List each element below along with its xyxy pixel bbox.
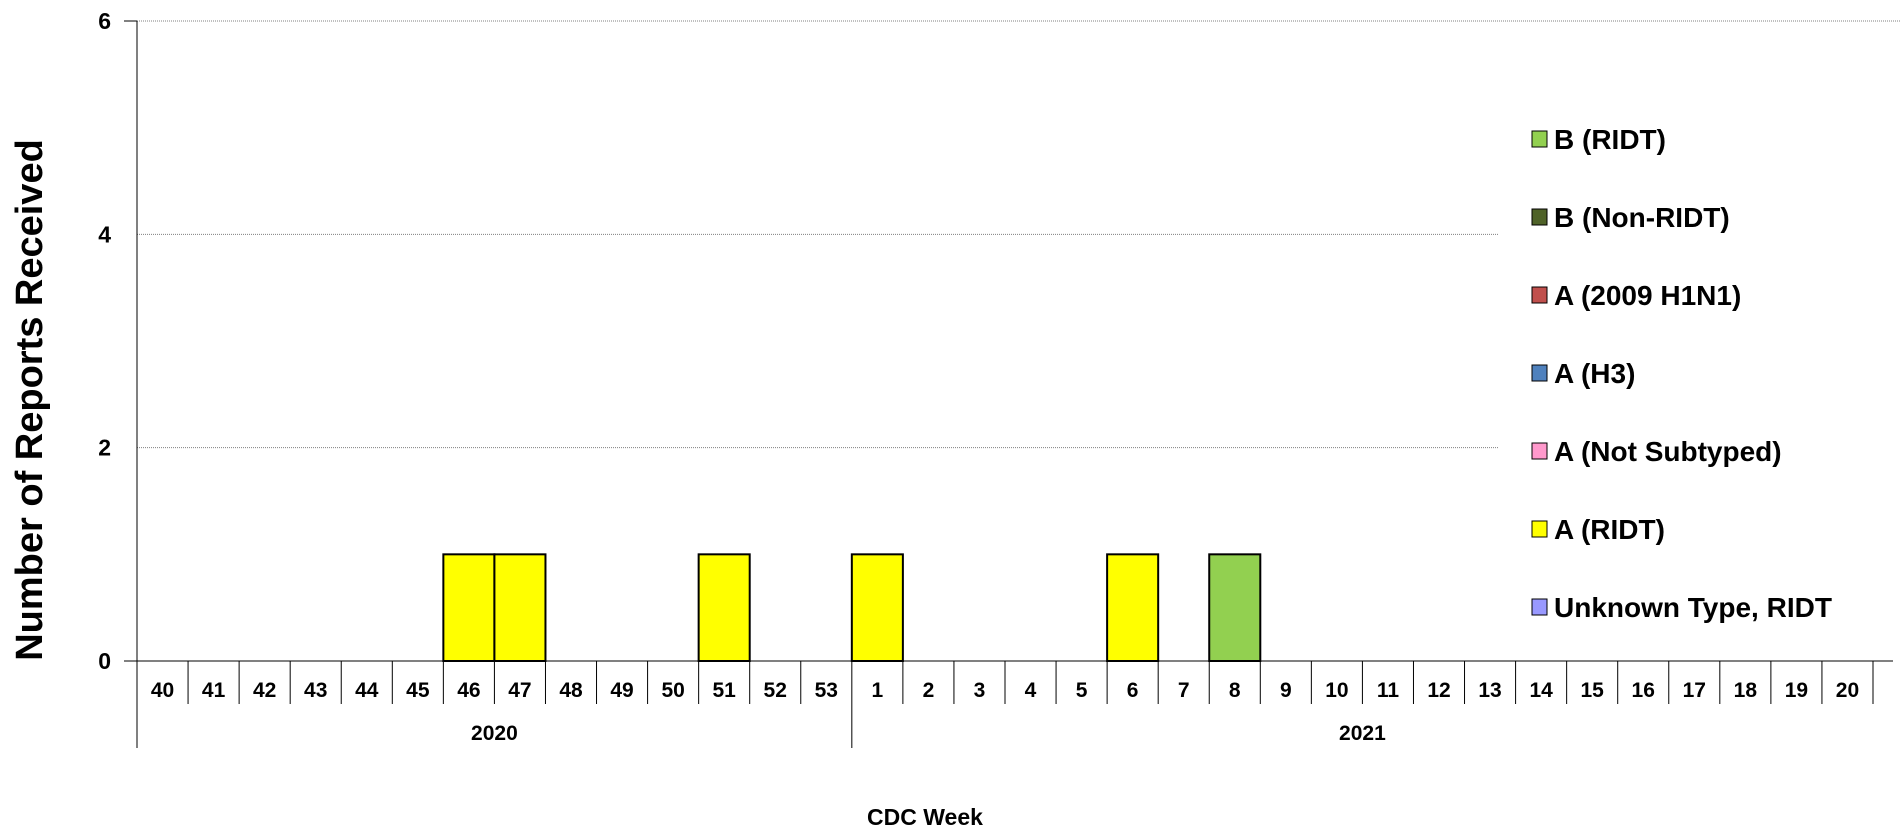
x-tick-label: 52 [764, 679, 787, 702]
legend-item: A (Not Subtyped) [1531, 436, 1782, 467]
x-tick-label: 5 [1076, 679, 1088, 702]
x-year-group-label: 2020 [471, 722, 518, 745]
x-tick-label: 53 [815, 679, 838, 702]
bar-a-ridt [850, 553, 904, 662]
x-tick-label: 9 [1280, 679, 1292, 702]
legend-item: A (2009 H1N1) [1531, 280, 1741, 311]
x-tick-label: 48 [559, 679, 583, 702]
legend-item: A (H3) [1531, 358, 1635, 389]
bar-a-ridt [493, 553, 547, 662]
legend-swatch [1531, 364, 1548, 382]
legend-label: A (2009 H1N1) [1554, 280, 1741, 311]
x-tick-label: 20 [1836, 679, 1859, 702]
legend-swatch [1531, 442, 1548, 460]
x-tick-label: 11 [1377, 679, 1400, 702]
bar-a-ridt [1106, 553, 1160, 662]
x-tick-label: 4 [1025, 679, 1037, 702]
bar-b-ridt [1208, 553, 1262, 662]
x-tick-label: 17 [1683, 679, 1706, 702]
legend-item: B (RIDT) [1531, 124, 1666, 155]
x-tick-label: 1 [872, 679, 884, 702]
legend-label: A (Not Subtyped) [1554, 436, 1782, 467]
legend-swatch [1531, 520, 1548, 538]
y-axis-title: Number of Reports Received [9, 139, 51, 661]
gridlines [137, 20, 1901, 449]
x-tick-label: 41 [202, 679, 226, 702]
x-tick-label: 7 [1178, 679, 1190, 702]
legend-label: B (RIDT) [1554, 124, 1666, 155]
x-tick-label: 3 [974, 679, 986, 702]
legend-label: A (RIDT) [1554, 514, 1665, 545]
legend-item: Unknown Type, RIDT [1531, 592, 1832, 623]
y-tick-label: 0 [98, 648, 111, 674]
bar-a-ridt [697, 553, 751, 662]
legend-label: A (H3) [1554, 358, 1635, 389]
y-tick-label: 2 [98, 435, 111, 461]
x-tick-label: 2 [923, 679, 935, 702]
x-tick-label: 46 [457, 679, 480, 702]
legend-label: Unknown Type, RIDT [1554, 592, 1832, 623]
legend-swatch [1531, 208, 1548, 226]
legend-swatch [1531, 598, 1548, 616]
x-tick-label: 14 [1529, 679, 1553, 702]
legend: B (RIDT) B (Non-RIDT) A (2009 H1N1) A (H3) A… [1531, 124, 1832, 623]
x-tick-label: 42 [253, 679, 276, 702]
x-tick-label: 44 [355, 679, 379, 702]
y-tick-label: 6 [98, 8, 111, 34]
x-tick-label: 45 [406, 679, 430, 702]
legend-swatch [1531, 130, 1548, 148]
bar-a-ridt [442, 553, 496, 662]
x-tick-label: 13 [1478, 679, 1501, 702]
x-tick-label: 16 [1632, 679, 1655, 702]
legend-item: B (Non-RIDT) [1531, 202, 1730, 233]
bars [442, 553, 1262, 662]
x-tick-label: 51 [712, 679, 736, 702]
x-tick-label: 10 [1325, 679, 1348, 702]
x-tick-label: 43 [304, 679, 327, 702]
x-tick-label: 6 [1127, 679, 1139, 702]
x-year-group-label: 2021 [1339, 722, 1386, 745]
x-axis-title: CDC Week [867, 804, 983, 829]
x-tick-label: 40 [151, 679, 174, 702]
legend-swatch [1531, 286, 1548, 304]
y-tick-label: 4 [98, 221, 111, 247]
x-tick-label: 19 [1785, 679, 1808, 702]
x-tick-label: 49 [610, 679, 633, 702]
x-tick-label: 47 [508, 679, 531, 702]
x-tick-label: 15 [1580, 679, 1604, 702]
x-tick-label: 18 [1734, 679, 1758, 702]
x-tick-label: 8 [1229, 679, 1241, 702]
legend-label: B (Non-RIDT) [1554, 202, 1730, 233]
x-tick-label: 12 [1427, 679, 1450, 702]
legend-item: A (RIDT) [1531, 514, 1665, 545]
x-tick-label: 50 [661, 679, 684, 702]
